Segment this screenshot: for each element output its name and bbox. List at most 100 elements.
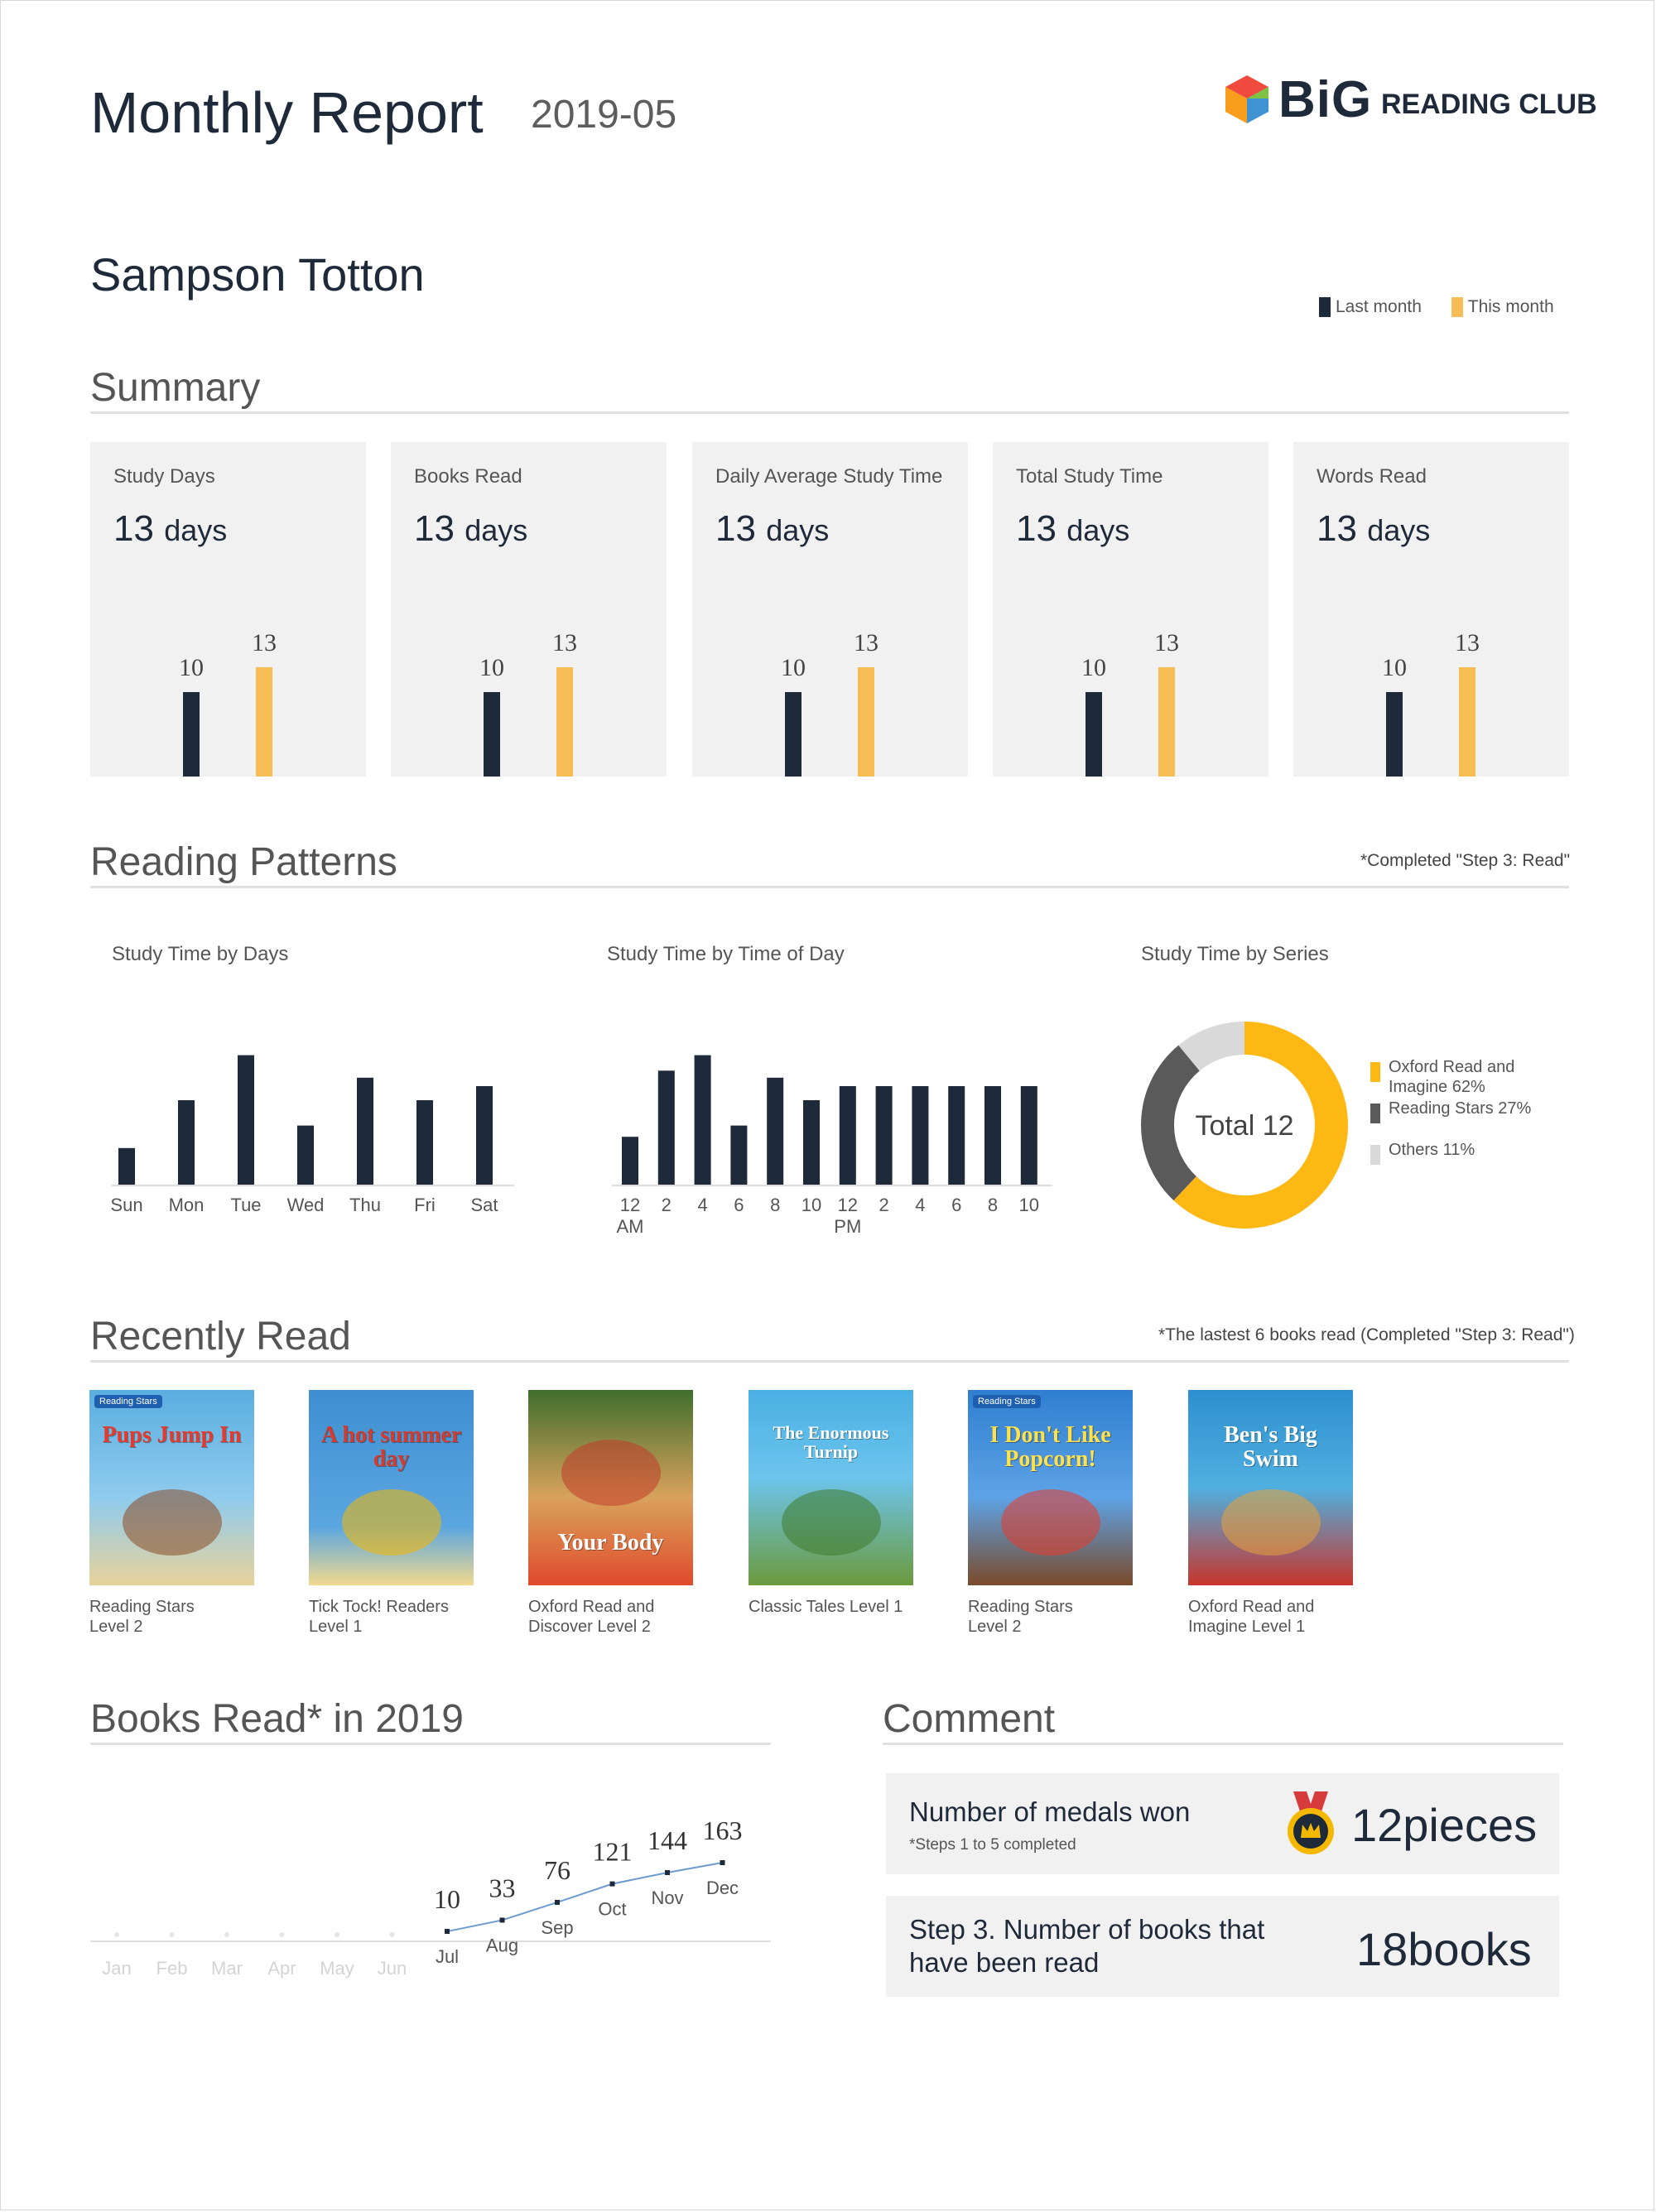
summary-title: Summary <box>90 366 261 410</box>
book-cover[interactable]: Your Body <box>528 1390 693 1585</box>
hour-tick-label: 6 <box>951 1195 961 1215</box>
month-tick-label: Oct <box>598 1899 626 1920</box>
books-read-point <box>445 1929 450 1935</box>
comment-divider <box>883 1743 1563 1745</box>
card-value-number: 13 <box>113 508 154 549</box>
book-caption-line: Oxford Read and <box>1188 1598 1315 1616</box>
empty-point <box>279 1932 285 1937</box>
recently-read-note: *The lastest 6 books read (Completed "St… <box>1158 1325 1575 1344</box>
study-time-by-series-chart: Total 12 Oxford Read and Imagine 62% Readin… <box>1141 1022 1532 1229</box>
book-caption-line: Classic Tales Level 1 <box>749 1598 903 1616</box>
day-bar <box>238 1055 254 1185</box>
hour-bar <box>875 1086 893 1185</box>
reading-patterns-note: *Completed "Step 3: Read" <box>1360 851 1571 870</box>
summary-card: Study Days 13 days 10 13 <box>90 442 366 777</box>
books-count-box: Step 3. Number of books that have been r… <box>886 1896 1559 1997</box>
comparison-legend: Last month This month <box>1319 297 1554 318</box>
books-read-value-label: 33 <box>489 1873 516 1902</box>
series-slice <box>1173 1022 1348 1229</box>
day-bar <box>416 1100 433 1185</box>
card-value-number: 13 <box>414 508 455 549</box>
hour-bar <box>657 1070 675 1185</box>
hour-tick-label: 2 <box>662 1195 672 1215</box>
this-month-swatch <box>1451 297 1463 318</box>
empty-point <box>169 1932 175 1937</box>
card-value: 13 days <box>1016 508 1129 550</box>
hour-tick-label: 12 <box>838 1195 858 1215</box>
card-label: Words Read <box>1317 465 1427 488</box>
hour-bar <box>622 1137 638 1185</box>
logo-club-text: READING CLUB <box>1381 89 1597 120</box>
patterns-divider <box>90 886 1569 888</box>
books-read-value-label: 144 <box>647 1825 687 1855</box>
book-caption: Oxford Read and Discover Level 2 <box>528 1597 710 1637</box>
hour-tick-label: 12 <box>620 1195 640 1215</box>
this-month-bar <box>556 667 573 777</box>
day-bar <box>297 1125 314 1185</box>
hour-tick-label: 6 <box>734 1195 744 1215</box>
this-month-bar <box>1158 667 1175 777</box>
last-month-value: 10 <box>179 654 204 681</box>
book-caption-line: Reading Stars <box>89 1598 195 1616</box>
summary-card: Daily Average Study Time 13 days 10 13 <box>692 442 968 777</box>
this-month-value: 13 <box>552 629 577 656</box>
cover-title: Pups Jump In <box>102 1422 242 1448</box>
this-month-bar <box>256 667 272 777</box>
cover-title: A hot summer day <box>320 1422 462 1473</box>
cover-title: I Don't Like Popcorn! <box>989 1422 1111 1473</box>
series-legend-label: Reading Stars 27% <box>1389 1099 1532 1118</box>
hexagon-cube-icon <box>1225 75 1268 123</box>
cover-illustration <box>782 1489 881 1556</box>
this-month-bar <box>1459 667 1475 777</box>
card-value-number: 13 <box>715 508 756 549</box>
day-tick-label: Thu <box>349 1195 381 1215</box>
medals-label: Number of medals won <box>909 1796 1191 1827</box>
book-caption-line: Level 2 <box>968 1618 1022 1636</box>
card-value: 13 days <box>1317 508 1430 550</box>
books-read-point <box>555 1899 560 1905</box>
series-legend-swatch <box>1370 1062 1380 1082</box>
hour-tick-label: 4 <box>697 1195 707 1215</box>
medals-note: *Steps 1 to 5 completed <box>909 1836 1076 1854</box>
summary-card: Books Read 13 days 10 13 <box>391 442 667 777</box>
books-count-value: 18books <box>1356 1923 1532 1975</box>
hour-bar <box>839 1086 856 1185</box>
hour-bar <box>1020 1086 1037 1185</box>
card-value: 13 days <box>113 508 227 550</box>
hour-bar <box>694 1055 711 1185</box>
book-cover[interactable]: The Enormous Turnip <box>749 1390 913 1585</box>
series-slice <box>1178 1022 1245 1071</box>
cover-illustration <box>1001 1489 1100 1556</box>
last-month-value: 10 <box>1081 654 1106 681</box>
book-cover[interactable]: Reading Stars I Don't Like Popcorn! <box>968 1390 1133 1585</box>
book-cover[interactable]: Ben's Big Swim <box>1188 1390 1353 1585</box>
hour-bar <box>912 1086 929 1185</box>
books-read-point <box>609 1881 615 1887</box>
this-month-value: 13 <box>1154 629 1179 656</box>
hour-bar <box>803 1100 820 1185</box>
this-month-bar <box>858 667 874 777</box>
summary-card: Words Read 13 days 10 13 <box>1293 442 1569 777</box>
recent-divider <box>90 1360 1569 1363</box>
book-cover[interactable]: A hot summer day <box>309 1390 474 1585</box>
day-tick-label: Wed <box>287 1195 325 1215</box>
empty-point <box>335 1932 339 1937</box>
cover-title: Ben's Big Swim <box>1224 1422 1317 1473</box>
cover-illustration <box>561 1440 661 1506</box>
hour-tick-label: PM <box>834 1216 861 1237</box>
empty-point <box>224 1932 229 1937</box>
cover-illustration <box>1221 1489 1321 1556</box>
day-bar <box>357 1077 373 1185</box>
book-cover[interactable]: Reading Stars Pups Jump In <box>89 1390 254 1585</box>
books-count-label-2: have been read <box>909 1947 1100 1978</box>
by-days-title: Study Time by Days <box>112 943 289 965</box>
this-month-value: 13 <box>1455 629 1480 656</box>
month-tick-label: Jul <box>436 1946 459 1967</box>
last-month-bar <box>484 692 500 777</box>
books-read-2019-chart: Jan Feb Mar Apr May Jun Jul Aug Sep Oct Nov Dec 10 33… <box>90 1815 771 1979</box>
book-caption-line: Oxford Read and <box>528 1598 655 1616</box>
this-month-label: This month <box>1467 297 1554 316</box>
month-tick-label: Mar <box>211 1958 243 1979</box>
